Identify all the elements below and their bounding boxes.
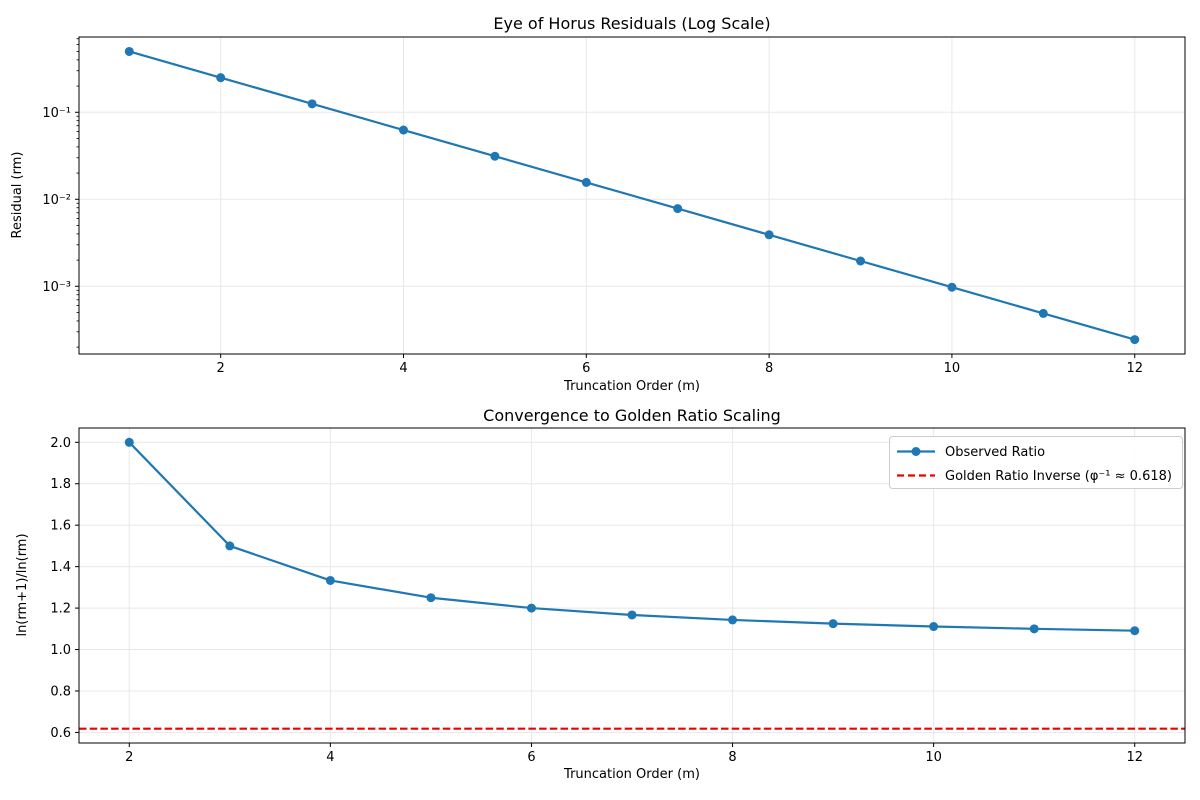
y-tick-label: 1.8 — [50, 477, 71, 492]
y-tick-label: 1.4 — [50, 560, 71, 575]
data-point-marker — [426, 593, 436, 603]
x-tick-label: 2 — [217, 361, 225, 376]
data-point-marker — [1130, 626, 1140, 636]
data-point-marker — [124, 437, 134, 447]
data-point-marker — [225, 541, 235, 551]
bottom-chart-xlabel: Truncation Order (m) — [563, 767, 700, 782]
y-tick-label: 10⁻³ — [42, 280, 71, 295]
bottom-chart: 2 4 6 8 10 12 0.6 0.8 1.0 1.2 1.4 1.6 1.8 2.0 Converg… — [15, 406, 1186, 782]
data-point-marker — [728, 615, 738, 625]
y-tick-label: 10⁻¹ — [42, 106, 71, 121]
data-point-marker — [325, 575, 335, 585]
data-point-marker — [929, 622, 939, 632]
data-point-marker — [947, 282, 957, 292]
data-point-marker — [764, 230, 774, 240]
x-tick-label: 10 — [944, 361, 961, 376]
data-point-marker — [1029, 624, 1039, 634]
x-tick-label: 12 — [1126, 750, 1143, 765]
y-tick-label: 0.8 — [50, 684, 71, 699]
legend-entry-golden-ratio: Golden Ratio Inverse (φ⁻¹ ≈ 0.618) — [945, 469, 1172, 484]
data-point-marker — [526, 603, 536, 613]
bottom-chart-ylabel: ln(rm+1)/ln(rm) — [15, 533, 30, 636]
y-tick-label: 2.0 — [50, 436, 71, 451]
y-tick-label: 10⁻² — [42, 193, 71, 208]
data-point-marker — [1038, 308, 1048, 318]
data-point-marker — [627, 610, 637, 620]
x-tick-label: 12 — [1126, 361, 1143, 376]
y-tick-label: 1.6 — [50, 519, 71, 534]
y-tick-label: 0.6 — [50, 726, 71, 741]
data-point-marker — [673, 204, 683, 214]
data-point-marker — [856, 256, 866, 266]
data-point-marker — [581, 177, 591, 187]
legend: Observed Ratio Golden Ratio Inverse (φ⁻¹… — [889, 436, 1183, 489]
legend-box — [889, 436, 1183, 489]
x-tick-label: 6 — [527, 750, 535, 765]
x-tick-label: 8 — [728, 750, 736, 765]
data-point-marker — [1130, 335, 1140, 345]
x-tick-label: 8 — [765, 361, 773, 376]
top-chart-xlabel: Truncation Order (m) — [563, 379, 700, 394]
data-point-marker — [124, 46, 134, 56]
top-chart-frame — [78, 36, 1186, 355]
top-chart: 2 4 6 8 10 12 10⁻¹ 10⁻² 10⁻³ Eye of Horus Residu… — [10, 14, 1186, 394]
top-chart-ylabel: Residual (rm) — [10, 152, 25, 239]
x-tick-label: 4 — [399, 361, 407, 376]
legend-entry-observed-ratio: Observed Ratio — [945, 445, 1045, 460]
data-point-marker — [828, 619, 838, 629]
bottom-chart-frame — [78, 427, 1186, 744]
data-series-line — [128, 50, 1136, 341]
data-point-marker — [307, 99, 317, 109]
data-point-marker — [490, 151, 500, 161]
y-tick-label: 1.2 — [50, 602, 71, 617]
legend-marker-icon — [911, 447, 921, 456]
x-tick-label: 4 — [326, 750, 334, 765]
x-tick-label: 6 — [582, 361, 590, 376]
data-point-marker — [216, 73, 226, 83]
bottom-chart-plot-area: 2 4 6 8 10 12 0.6 0.8 1.0 1.2 1.4 1.6 1.8 2.0 — [50, 428, 1185, 765]
y-tick-label: 1.0 — [50, 643, 71, 658]
top-chart-title: Eye of Horus Residuals (Log Scale) — [493, 14, 770, 33]
data-point-marker — [398, 125, 408, 135]
x-tick-label: 2 — [125, 750, 133, 765]
top-chart-plot-area: 2 4 6 8 10 12 10⁻¹ 10⁻² 10⁻³ — [42, 37, 1185, 376]
x-tick-label: 10 — [925, 750, 942, 765]
bottom-chart-title: Convergence to Golden Ratio Scaling — [483, 406, 781, 425]
